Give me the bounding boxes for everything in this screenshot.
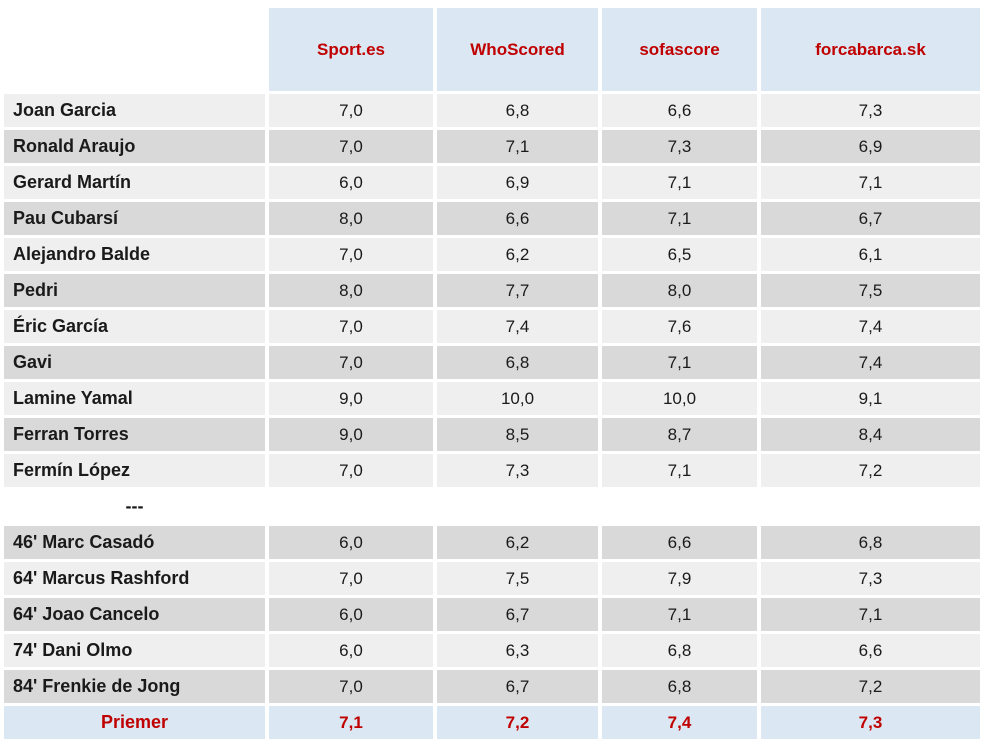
average-rating-cell: 7,3 bbox=[761, 706, 980, 739]
rating-cell: 7,1 bbox=[437, 130, 598, 163]
rating-cell: 7,4 bbox=[761, 346, 980, 379]
rating-cell: 7,1 bbox=[602, 202, 757, 235]
blank-cell bbox=[437, 490, 598, 523]
rating-cell: 6,8 bbox=[437, 346, 598, 379]
rating-cell: 8,7 bbox=[602, 418, 757, 451]
rating-cell: 10,0 bbox=[602, 382, 757, 415]
rating-cell: 7,0 bbox=[269, 238, 433, 271]
rating-cell: 8,0 bbox=[602, 274, 757, 307]
rating-cell: 7,3 bbox=[437, 454, 598, 487]
player-name: Gerard Martín bbox=[4, 166, 265, 199]
average-rating-cell: 7,2 bbox=[437, 706, 598, 739]
rating-cell: 6,7 bbox=[437, 598, 598, 631]
rating-cell: 7,5 bbox=[761, 274, 980, 307]
rating-cell: 6,7 bbox=[437, 670, 598, 703]
player-name: Pau Cubarsí bbox=[4, 202, 265, 235]
rating-cell: 8,0 bbox=[269, 202, 433, 235]
average-label: Priemer bbox=[4, 706, 265, 739]
rating-cell: 7,0 bbox=[269, 670, 433, 703]
rating-cell: 6,7 bbox=[761, 202, 980, 235]
rating-cell: 9,0 bbox=[269, 418, 433, 451]
rating-cell: 6,2 bbox=[437, 526, 598, 559]
column-header-whoscored: WhoScored bbox=[437, 8, 598, 91]
rating-cell: 7,0 bbox=[269, 346, 433, 379]
player-name: Éric García bbox=[4, 310, 265, 343]
rating-cell: 6,6 bbox=[437, 202, 598, 235]
rating-cell: 7,0 bbox=[269, 310, 433, 343]
player-name: 64' Marcus Rashford bbox=[4, 562, 265, 595]
player-name: Joan Garcia bbox=[4, 94, 265, 127]
rating-cell: 8,0 bbox=[269, 274, 433, 307]
rating-cell: 9,1 bbox=[761, 382, 980, 415]
blank-cell bbox=[269, 490, 433, 523]
rating-cell: 6,6 bbox=[602, 94, 757, 127]
rating-cell: 7,3 bbox=[761, 562, 980, 595]
rating-cell: 6,0 bbox=[269, 598, 433, 631]
rating-cell: 7,1 bbox=[761, 598, 980, 631]
player-name: Gavi bbox=[4, 346, 265, 379]
rating-cell: 6,9 bbox=[761, 130, 980, 163]
rating-cell: 7,2 bbox=[761, 670, 980, 703]
rating-cell: 6,8 bbox=[602, 670, 757, 703]
rating-cell: 6,5 bbox=[602, 238, 757, 271]
rating-cell: 7,0 bbox=[269, 454, 433, 487]
player-name: Ronald Araujo bbox=[4, 130, 265, 163]
rating-cell: 6,2 bbox=[437, 238, 598, 271]
rating-cell: 7,0 bbox=[269, 562, 433, 595]
rating-cell: 8,5 bbox=[437, 418, 598, 451]
rating-cell: 6,6 bbox=[602, 526, 757, 559]
rating-cell: 9,0 bbox=[269, 382, 433, 415]
rating-cell: 6,8 bbox=[602, 634, 757, 667]
rating-cell: 7,4 bbox=[761, 310, 980, 343]
rating-cell: 7,7 bbox=[437, 274, 598, 307]
column-header-sofascore: sofascore bbox=[602, 8, 757, 91]
rating-cell: 7,6 bbox=[602, 310, 757, 343]
rating-cell: 7,1 bbox=[602, 166, 757, 199]
rating-cell: 7,3 bbox=[602, 130, 757, 163]
separator-label: --- bbox=[4, 490, 265, 523]
rating-cell: 7,9 bbox=[602, 562, 757, 595]
average-rating-cell: 7,1 bbox=[269, 706, 433, 739]
rating-cell: 7,1 bbox=[602, 598, 757, 631]
rating-cell: 7,2 bbox=[761, 454, 980, 487]
rating-cell: 6,8 bbox=[761, 526, 980, 559]
column-header-sport-es: Sport.es bbox=[269, 8, 433, 91]
rating-cell: 7,1 bbox=[602, 346, 757, 379]
rating-cell: 7,0 bbox=[269, 130, 433, 163]
rating-cell: 7,1 bbox=[761, 166, 980, 199]
blank-cell bbox=[761, 490, 980, 523]
rating-cell: 6,3 bbox=[437, 634, 598, 667]
blank-cell bbox=[602, 490, 757, 523]
rating-cell: 10,0 bbox=[437, 382, 598, 415]
rating-cell: 6,1 bbox=[761, 238, 980, 271]
player-name: 84' Frenkie de Jong bbox=[4, 670, 265, 703]
player-name: 74' Dani Olmo bbox=[4, 634, 265, 667]
rating-cell: 7,4 bbox=[437, 310, 598, 343]
rating-cell: 6,9 bbox=[437, 166, 598, 199]
average-rating-cell: 7,4 bbox=[602, 706, 757, 739]
player-name: Ferran Torres bbox=[4, 418, 265, 451]
rating-cell: 6,8 bbox=[437, 94, 598, 127]
rating-cell: 6,0 bbox=[269, 634, 433, 667]
corner-cell bbox=[4, 8, 265, 91]
player-name: Alejandro Balde bbox=[4, 238, 265, 271]
rating-cell: 8,4 bbox=[761, 418, 980, 451]
rating-cell: 7,0 bbox=[269, 94, 433, 127]
player-name: 46' Marc Casadó bbox=[4, 526, 265, 559]
rating-cell: 6,0 bbox=[269, 166, 433, 199]
rating-cell: 7,3 bbox=[761, 94, 980, 127]
player-name: Fermín López bbox=[4, 454, 265, 487]
column-header-forcabarca: forcabarca.sk bbox=[761, 8, 980, 91]
player-name: 64' Joao Cancelo bbox=[4, 598, 265, 631]
player-name: Lamine Yamal bbox=[4, 382, 265, 415]
player-name: Pedri bbox=[4, 274, 265, 307]
rating-cell: 7,1 bbox=[602, 454, 757, 487]
rating-cell: 6,0 bbox=[269, 526, 433, 559]
rating-cell: 7,5 bbox=[437, 562, 598, 595]
rating-cell: 6,6 bbox=[761, 634, 980, 667]
